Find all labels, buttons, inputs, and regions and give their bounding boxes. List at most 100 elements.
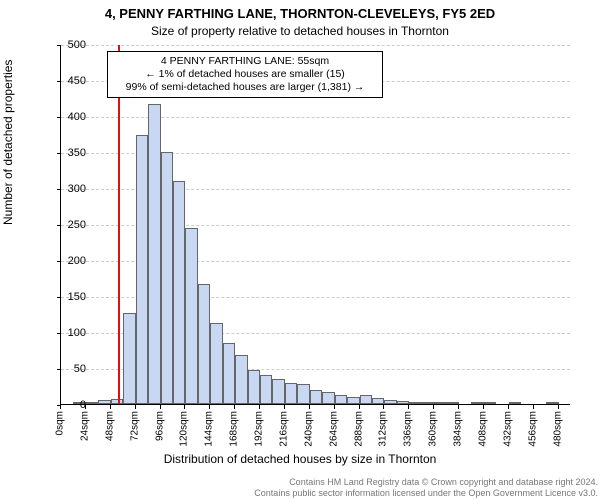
xtick-mark — [458, 405, 459, 409]
xtick-mark — [110, 405, 111, 409]
xtick-mark — [60, 405, 61, 409]
xtick-label: 144sqm — [204, 411, 215, 447]
ytick-label: 300 — [46, 183, 86, 195]
xtick-label: 120sqm — [179, 411, 190, 447]
reference-line — [118, 45, 120, 404]
histogram-bar — [198, 284, 210, 404]
histogram-bar — [447, 402, 459, 404]
histogram-bar — [322, 392, 334, 404]
xtick-label: 72sqm — [129, 411, 140, 441]
footer-line: Contains HM Land Registry data © Crown c… — [0, 477, 598, 487]
xtick-mark — [259, 405, 260, 409]
ytick-label: 100 — [46, 327, 86, 339]
histogram-bar — [173, 181, 185, 404]
xtick-label: 168sqm — [229, 411, 240, 447]
histogram-bar — [397, 401, 409, 404]
xtick-label: 288sqm — [353, 411, 364, 447]
histogram-bar — [272, 379, 284, 404]
annotation-line: 4 PENNY FARTHING LANE: 55sqm — [114, 55, 376, 68]
chart-title: 4, PENNY FARTHING LANE, THORNTON-CLEVELE… — [0, 6, 600, 21]
histogram-bar — [210, 323, 222, 404]
histogram-bar — [260, 375, 272, 404]
histogram-bar — [297, 384, 309, 404]
xtick-mark — [433, 405, 434, 409]
xtick-mark — [85, 405, 86, 409]
histogram-bar — [372, 398, 384, 404]
footer-line: Contains public sector information licen… — [0, 488, 598, 498]
histogram-bar — [422, 402, 434, 404]
histogram-bar — [434, 402, 446, 404]
ytick-label: 400 — [46, 111, 86, 123]
y-axis-label: Number of detached properties — [1, 60, 15, 225]
histogram-bar — [546, 402, 558, 404]
xtick-label: 48sqm — [104, 411, 115, 441]
histogram-bar — [148, 104, 160, 404]
plot-area: 4 PENNY FARTHING LANE: 55sqm ← 1% of det… — [60, 45, 570, 405]
ytick-label: 0 — [46, 399, 86, 411]
xtick-mark — [359, 405, 360, 409]
histogram-bar — [484, 402, 496, 404]
chart-subtitle: Size of property relative to detached ho… — [0, 24, 600, 38]
ytick-label: 250 — [46, 219, 86, 231]
xtick-mark — [209, 405, 210, 409]
xtick-mark — [334, 405, 335, 409]
histogram-bar — [185, 228, 197, 404]
x-axis-label: Distribution of detached houses by size … — [0, 452, 600, 466]
xtick-label: 432sqm — [502, 411, 513, 447]
histogram-bar — [235, 355, 247, 404]
xtick-mark — [408, 405, 409, 409]
xtick-label: 24sqm — [79, 411, 90, 441]
ytick-label: 350 — [46, 147, 86, 159]
xtick-mark — [483, 405, 484, 409]
histogram-bar — [98, 400, 110, 404]
xtick-mark — [284, 405, 285, 409]
xtick-mark — [135, 405, 136, 409]
xtick-mark — [309, 405, 310, 409]
xtick-label: 336sqm — [403, 411, 414, 447]
histogram-bar — [310, 390, 322, 404]
xtick-label: 480sqm — [552, 411, 563, 447]
ytick-label: 50 — [46, 363, 86, 375]
xtick-mark — [558, 405, 559, 409]
xtick-label: 264sqm — [328, 411, 339, 447]
xtick-label: 384sqm — [453, 411, 464, 447]
xtick-mark — [508, 405, 509, 409]
histogram-bar — [409, 402, 421, 404]
xtick-mark — [160, 405, 161, 409]
chart-container: 4, PENNY FARTHING LANE, THORNTON-CLEVELE… — [0, 0, 600, 500]
annotation-box: 4 PENNY FARTHING LANE: 55sqm ← 1% of det… — [107, 51, 383, 98]
gridline — [61, 45, 570, 46]
xtick-label: 408sqm — [477, 411, 488, 447]
xtick-mark — [184, 405, 185, 409]
histogram-bar — [161, 152, 173, 404]
ytick-label: 500 — [46, 39, 86, 51]
xtick-label: 240sqm — [303, 411, 314, 447]
histogram-bar — [136, 135, 148, 404]
histogram-bar — [111, 399, 123, 404]
histogram-bar — [509, 402, 521, 404]
histogram-bar — [223, 343, 235, 404]
histogram-bar — [285, 383, 297, 404]
xtick-label: 216sqm — [278, 411, 289, 447]
xtick-mark — [383, 405, 384, 409]
histogram-bar — [347, 397, 359, 404]
gridline — [61, 117, 570, 118]
ytick-label: 200 — [46, 255, 86, 267]
xtick-label: 192sqm — [254, 411, 265, 447]
histogram-bar — [384, 400, 396, 404]
xtick-mark — [234, 405, 235, 409]
histogram-bar — [86, 402, 98, 404]
annotation-line: ← 1% of detached houses are smaller (15) — [114, 68, 376, 81]
xtick-label: 96sqm — [154, 411, 165, 441]
histogram-bar — [248, 370, 260, 404]
histogram-bar — [123, 313, 135, 404]
xtick-label: 456sqm — [527, 411, 538, 447]
xtick-label: 312sqm — [378, 411, 389, 447]
xtick-mark — [533, 405, 534, 409]
histogram-bar — [360, 395, 372, 404]
ytick-label: 450 — [46, 75, 86, 87]
annotation-line: 99% of semi-detached houses are larger (… — [114, 81, 376, 94]
ytick-label: 150 — [46, 291, 86, 303]
xtick-label: 360sqm — [428, 411, 439, 447]
xtick-label: 0sqm — [55, 411, 66, 435]
